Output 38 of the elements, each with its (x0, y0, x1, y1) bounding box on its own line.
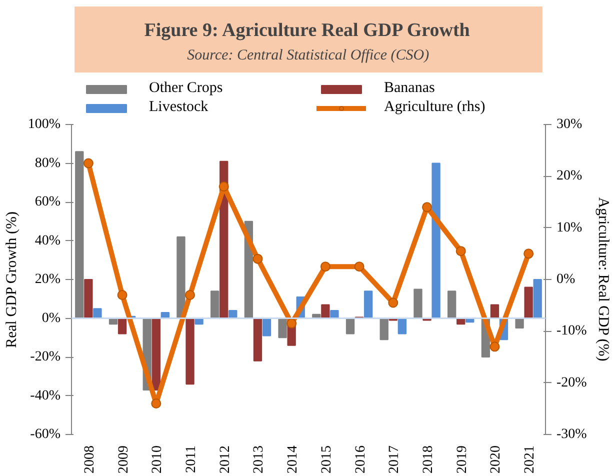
chart-title: Figure 9: Agriculture Real GDP Growth (144, 20, 470, 41)
legend-label: Bananas (384, 80, 435, 97)
y2-tick-label: -30% (556, 427, 588, 442)
y-tick-label: -40% (30, 388, 61, 404)
legend-label: Other Crops (149, 80, 223, 97)
y-tick-label: 100% (28, 117, 61, 132)
y-tick-label: 60% (34, 194, 61, 210)
x-tick-label: 2014 (286, 446, 301, 474)
y2-tick-label: 20% (556, 168, 582, 184)
x-tick-label: 2016 (353, 446, 368, 474)
y2-tick-label: -20% (556, 375, 588, 390)
x-tick-label: 2019 (454, 446, 470, 474)
x-tick-label: 2015 (319, 446, 334, 474)
x-tick-label: 2010 (150, 446, 166, 474)
legend-label: Agriculture (rhs) (384, 99, 486, 116)
x-tick-label: 2008 (82, 446, 98, 474)
x-tick-label: 2018 (421, 446, 436, 474)
y2-axis-title: Agriculture: Real GDP (%) (594, 197, 611, 362)
x-tick-label: 2009 (116, 446, 132, 474)
y-tick-label: -60% (30, 427, 61, 442)
x-tick-label: 2017 (387, 446, 402, 474)
y-tick-label: -20% (30, 350, 61, 364)
chart-subtitle: Source: Central Statistical Office (CSO) (187, 48, 430, 64)
y2-tick-label: 30% (556, 117, 582, 132)
y2-tick-label: -10% (556, 324, 588, 339)
y2-tick-label: 10% (556, 220, 582, 236)
y-tick-label: 80% (34, 156, 61, 171)
x-tick-label: 2012 (218, 446, 233, 474)
y2-tick-label: 0% (556, 272, 576, 287)
x-tick-label: 2011 (184, 445, 199, 473)
y-tick-label: 0% (42, 310, 61, 326)
x-tick-label: 2013 (252, 446, 267, 474)
y-tick-label: 40% (34, 233, 61, 248)
x-tick-label: 2020 (488, 446, 504, 474)
y-axis-title: Real GDP Growth (%) (4, 212, 20, 348)
x-tick-label: 2021 (522, 446, 538, 474)
legend-label: Livestock (149, 99, 208, 116)
y-tick-label: 20% (34, 272, 61, 287)
